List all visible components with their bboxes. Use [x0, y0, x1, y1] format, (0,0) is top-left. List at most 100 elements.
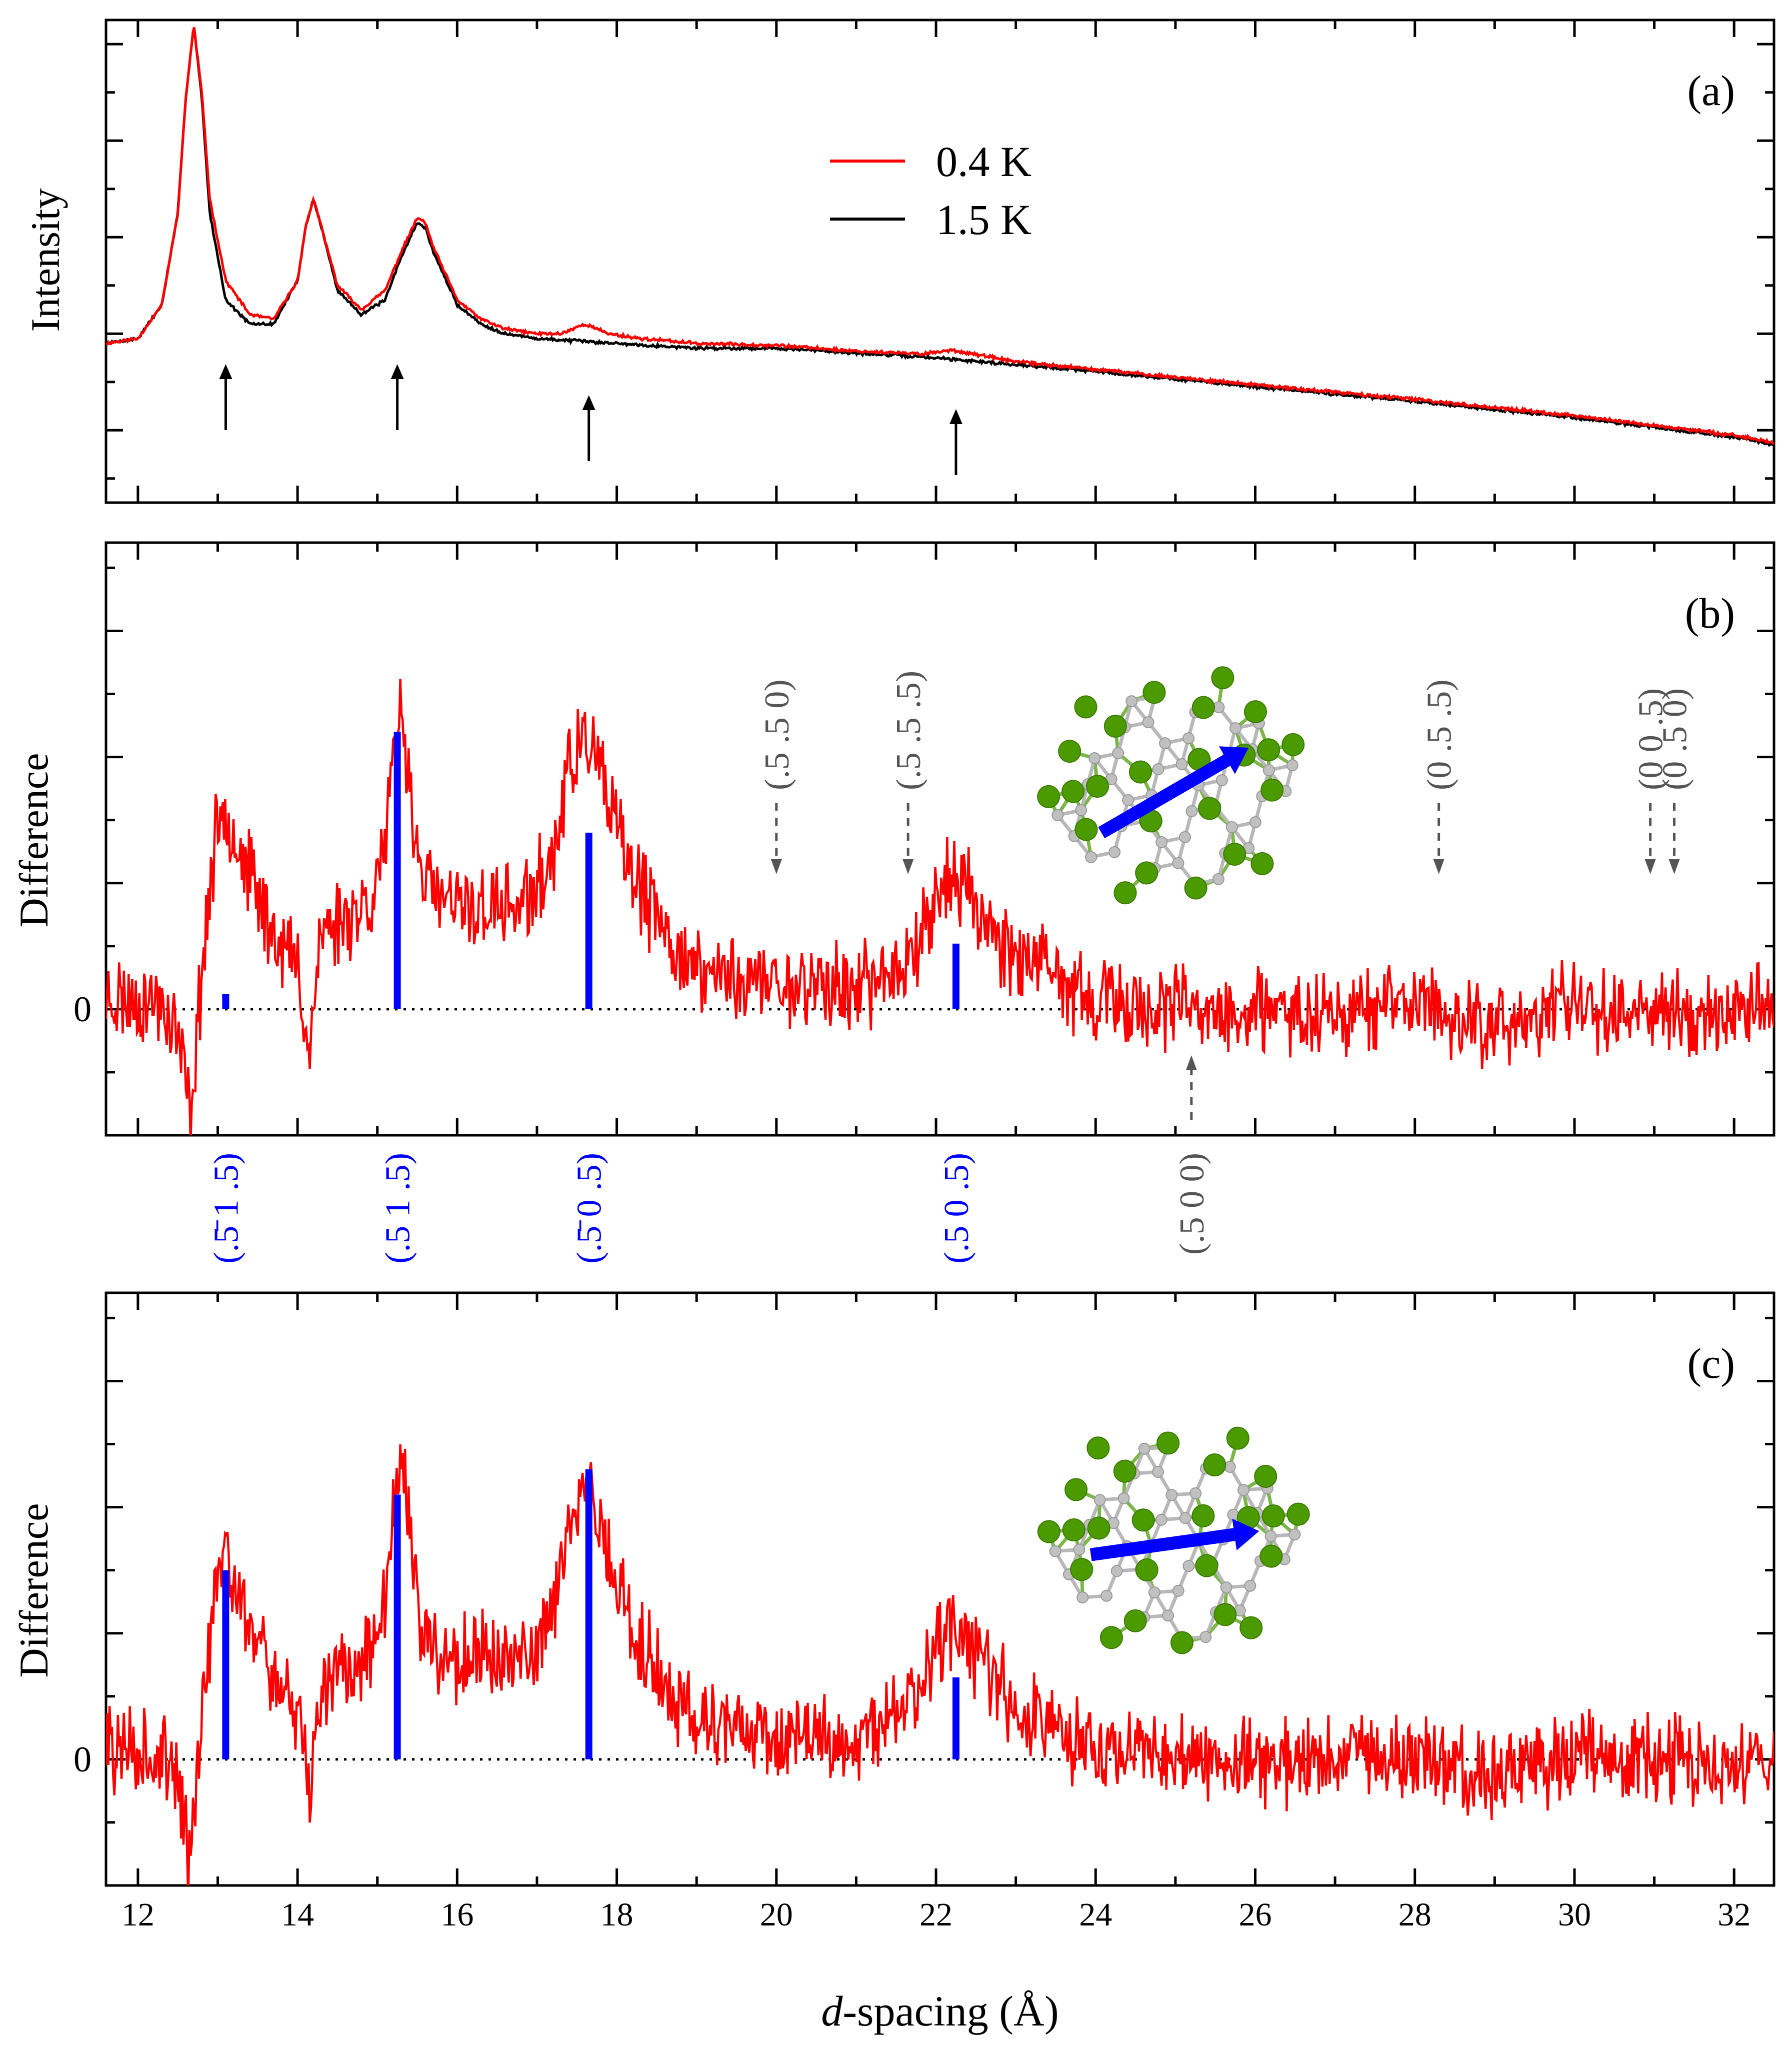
absent-arrow-head [1668, 859, 1680, 874]
gray-atom [1100, 1589, 1113, 1602]
green-atom [1286, 1502, 1310, 1526]
calc-bar [585, 832, 592, 1009]
gray-atom [1088, 752, 1101, 765]
absent-arrow-head [1433, 859, 1444, 874]
gray-atom [1190, 1487, 1202, 1499]
calc-reflection-label: (.5̄ 1 .5) [207, 1153, 246, 1264]
gray-atom [1052, 809, 1064, 821]
gray-atom [1142, 716, 1154, 729]
magnetic-structure-inset-b [1037, 666, 1305, 905]
green-atom [1184, 876, 1208, 900]
moment-arrow-head [1232, 1518, 1260, 1550]
gray-atom [1288, 1528, 1301, 1541]
gray-atom [1155, 1513, 1168, 1526]
panel-a-label: (a) [1688, 67, 1735, 115]
x-tick-label: 24 [1079, 1896, 1112, 1933]
calc-bar [952, 943, 960, 1009]
green-atom [1223, 843, 1246, 866]
gray-atom [1075, 804, 1088, 816]
legend-label-0.4K: 0.4 K [936, 138, 1032, 186]
panel-a-ylabel: Intensity [22, 189, 68, 332]
gray-atom [1152, 1466, 1164, 1478]
green-atom [1074, 818, 1098, 841]
gray-atom [1049, 1545, 1062, 1557]
moment-arrow-shaft [1090, 1528, 1236, 1561]
green-atom [1104, 714, 1127, 738]
gray-atom [1094, 1494, 1106, 1506]
green-atom [1114, 881, 1137, 905]
gray-atom [1172, 857, 1184, 869]
calc-bar [394, 1494, 401, 1759]
x-tick-label: 22 [920, 1896, 952, 1933]
green-atom [1070, 1558, 1094, 1581]
absent-arrow-head [1644, 859, 1656, 874]
panel-c-calc-bars [222, 1469, 960, 1759]
x-tick-label: 20 [760, 1896, 793, 1933]
panel-b-zero-label: 0 [74, 989, 92, 1029]
green-atom [1192, 1504, 1215, 1527]
green-atom [1195, 1554, 1218, 1577]
green-atom [1262, 1504, 1285, 1528]
gray-atom [1112, 747, 1124, 760]
calc-bar [394, 732, 401, 1009]
gray-atom [1108, 846, 1121, 858]
panel-c-ticks [106, 1293, 1774, 1885]
gray-atom [1237, 1484, 1250, 1496]
gray-atom [1216, 774, 1228, 787]
green-atom [1128, 760, 1152, 784]
calc-bar [952, 1677, 960, 1759]
x-axis-label: d-spacing (Å) [821, 1987, 1058, 2035]
absent-reflection-label: (.5 .5 .5) [890, 671, 928, 790]
gray-atom [1249, 816, 1262, 828]
x-tick-label: 16 [440, 1896, 474, 1933]
green-atom [1260, 778, 1284, 802]
calc-reflection-labels: (.5̄ 1 .5) (.5 1 .5) (.5̄ 0 .5) (.5 0 .5) [207, 1153, 976, 1264]
x-tick-label: 18 [600, 1896, 634, 1933]
x-tick-label: 32 [1718, 1896, 1750, 1933]
green-atom [1064, 1478, 1088, 1501]
green-atom [1240, 1616, 1263, 1639]
panel-a-arrows [219, 364, 962, 475]
green-atom [1211, 666, 1234, 690]
gray-atom [1156, 836, 1168, 848]
absent-arrow-head [770, 859, 782, 874]
gray-atom [1179, 1512, 1192, 1524]
magnetic-structure-inset-c [1037, 1426, 1310, 1654]
panel-c-label: (c) [1688, 1339, 1735, 1387]
panel-b: (.5 .5 0) (.5 .5 .5) (0 .5 .5) (0 0 .5)(0 .… [11, 541, 1776, 1255]
absent-reflection-label: (.5 .5 0) [758, 679, 796, 790]
panel-b-ylabel: Difference [11, 753, 56, 927]
calc-bar [222, 994, 230, 1009]
gray-atom [1286, 759, 1298, 772]
green-atom [1135, 1558, 1158, 1582]
absent-reflection-label: (.5 0 0) [1173, 1153, 1212, 1255]
calc-bar [585, 1469, 592, 1759]
panel-b-label: (b) [1685, 589, 1735, 637]
gray-atom [1182, 1560, 1195, 1572]
panel-a-frame [104, 19, 1776, 504]
green-atom [1254, 1465, 1278, 1488]
green-atom [1257, 738, 1280, 762]
green-atom [1087, 1516, 1110, 1540]
green-atom [1074, 695, 1098, 719]
x-axis-label-italic: d [821, 1987, 843, 2035]
peak-arrow-head [582, 395, 596, 410]
panel-b-absent-reflections: (.5 .5 0) (.5 .5 .5) (0 .5 .5) (0 0 .5)(0 .… [758, 671, 1694, 1255]
x-tick-label: 26 [1238, 1896, 1272, 1933]
green-atom [1135, 861, 1158, 885]
peak-arrow-head [219, 364, 232, 379]
series-0.4K-line [106, 27, 1774, 445]
moment-arrow-shaft [1098, 754, 1230, 839]
panel-c-zero-label: 0 [74, 1739, 92, 1779]
calc-reflection-label: (.5 1 .5) [379, 1153, 418, 1264]
green-atom [1250, 852, 1274, 875]
panel-c-difference-line [106, 1444, 1774, 1885]
green-atom [1203, 1453, 1226, 1477]
series-1.5K-line [106, 28, 1774, 447]
gray-atom [1076, 1591, 1089, 1604]
gray-atom [1264, 1530, 1277, 1542]
moment-arrow-head [1218, 746, 1249, 774]
green-atom [1170, 1631, 1194, 1654]
absent-reflection-label: (0 0 .5) [1632, 688, 1670, 790]
green-atom [1142, 681, 1166, 704]
